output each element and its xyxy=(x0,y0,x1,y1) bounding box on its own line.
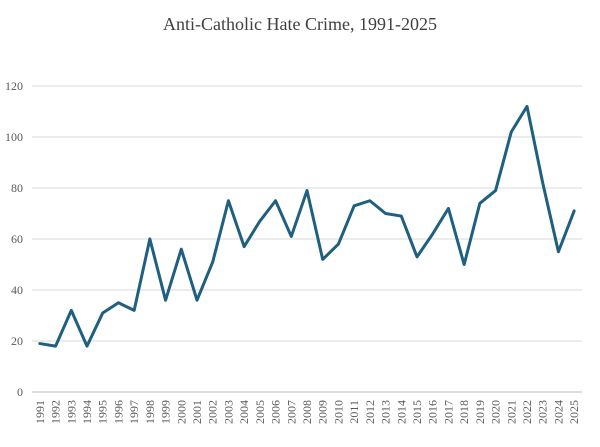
y-tick-label: 120 xyxy=(5,79,23,93)
data-point xyxy=(337,242,340,246)
y-axis-ticks: 0 20 40 60 80 100 120 xyxy=(5,79,23,399)
x-tick-label: 2001 xyxy=(190,400,204,424)
x-tick-label: 2016 xyxy=(426,400,440,424)
data-point xyxy=(290,235,293,238)
x-tick-label: 2024 xyxy=(551,400,565,424)
x-tick-label: 2025 xyxy=(567,400,581,424)
data-point xyxy=(101,311,104,315)
x-tick-label: 2019 xyxy=(473,400,487,424)
x-tick-label: 2023 xyxy=(536,400,550,424)
data-point xyxy=(352,204,356,208)
data-point xyxy=(447,207,450,210)
data-point xyxy=(321,258,324,261)
y-tick-label: 60 xyxy=(11,232,23,246)
y-tick-label: 0 xyxy=(17,385,23,399)
data-point xyxy=(85,344,89,348)
data-point xyxy=(227,199,230,202)
y-tick-label: 100 xyxy=(5,130,23,144)
data-point xyxy=(368,199,372,202)
series-line xyxy=(38,104,576,348)
x-tick-label: 2000 xyxy=(174,400,188,424)
data-point xyxy=(132,309,136,312)
y-tick-label: 40 xyxy=(11,283,23,297)
data-point xyxy=(242,245,246,248)
x-tick-label: 2012 xyxy=(363,400,377,424)
x-tick-label: 1999 xyxy=(159,400,173,424)
x-tick-label: 2006 xyxy=(269,400,283,424)
x-tick-label: 1991 xyxy=(33,400,47,424)
data-point xyxy=(148,237,152,241)
data-point xyxy=(70,309,73,312)
data-point xyxy=(195,299,199,302)
data-point xyxy=(431,232,434,236)
x-tick-label: 2014 xyxy=(394,400,408,424)
x-tick-label: 1993 xyxy=(64,400,78,424)
data-point xyxy=(38,342,42,345)
data-point xyxy=(258,219,262,223)
x-tick-label: 2015 xyxy=(410,400,424,424)
data-point xyxy=(510,130,513,134)
x-tick-label: 2018 xyxy=(457,400,471,424)
data-point xyxy=(541,181,544,185)
x-tick-label: 1996 xyxy=(111,400,125,424)
x-tick-label: 1992 xyxy=(49,400,63,424)
x-tick-label: 2005 xyxy=(253,400,267,424)
x-tick-label: 2010 xyxy=(331,400,345,424)
x-axis-ticks: 1991 1992 1993 1994 1995 1996 1997 1998 1999 2000… xyxy=(33,400,581,424)
x-tick-label: 1994 xyxy=(80,400,94,424)
x-tick-label: 2002 xyxy=(206,400,220,424)
x-tick-label: 2007 xyxy=(284,400,298,424)
data-point xyxy=(180,248,183,251)
y-tick-label: 80 xyxy=(11,181,23,195)
data-point xyxy=(164,299,167,302)
x-tick-label: 2020 xyxy=(489,400,503,424)
x-tick-label: 2003 xyxy=(221,400,235,424)
data-point xyxy=(211,260,214,264)
data-point xyxy=(117,301,120,304)
x-tick-label: 2008 xyxy=(300,400,314,424)
data-point xyxy=(462,263,466,266)
x-tick-label: 2004 xyxy=(237,400,251,424)
x-tick-label: 1995 xyxy=(96,400,110,424)
data-point xyxy=(572,209,576,213)
x-tick-label: 2021 xyxy=(504,400,518,424)
data-point xyxy=(305,189,309,192)
x-tick-label: 2022 xyxy=(520,400,534,424)
data-point xyxy=(415,255,419,259)
data-point xyxy=(525,105,529,108)
data-point xyxy=(557,250,560,253)
y-tick-label: 20 xyxy=(11,334,23,348)
data-point xyxy=(384,212,387,215)
x-tick-label: 2011 xyxy=(347,400,361,424)
x-tick-label: 2009 xyxy=(316,400,330,424)
data-point xyxy=(494,189,497,192)
gridlines xyxy=(32,85,582,393)
data-point xyxy=(54,344,57,348)
x-tick-label: 1997 xyxy=(127,400,141,424)
chart-title: Anti-Catholic Hate Crime, 1991-2025 xyxy=(163,14,437,34)
x-tick-label: 2013 xyxy=(379,400,393,424)
series-layer xyxy=(38,104,576,348)
data-point xyxy=(274,199,277,202)
x-tick-label: 2017 xyxy=(441,400,455,424)
data-point xyxy=(400,214,403,218)
x-tick-label: 1998 xyxy=(143,400,157,424)
data-point xyxy=(478,202,482,205)
